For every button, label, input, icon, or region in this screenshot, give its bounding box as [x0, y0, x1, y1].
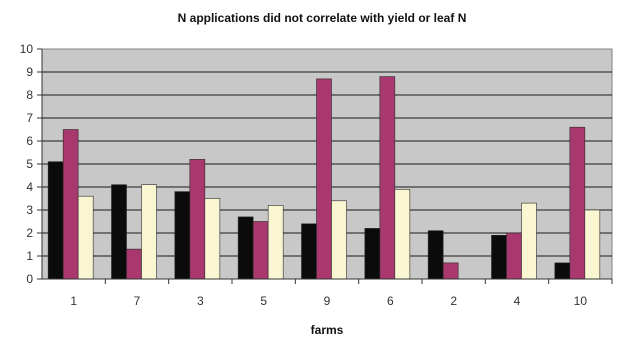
y-tick-label: 5	[26, 157, 33, 171]
bar	[491, 235, 507, 280]
bar	[174, 191, 191, 280]
bar	[77, 195, 94, 280]
y-tick-label: 2	[26, 226, 33, 240]
y-tick-label: 6	[26, 134, 33, 148]
y-tick-label: 9	[26, 65, 33, 79]
bar	[394, 189, 411, 280]
y-tick-label: 3	[26, 203, 33, 217]
bar	[331, 200, 347, 280]
bar	[442, 262, 459, 280]
bar	[126, 248, 142, 280]
bar	[569, 126, 586, 280]
bar	[267, 205, 284, 280]
bar	[554, 262, 571, 280]
bars	[47, 76, 601, 280]
y-tick-label: 1	[26, 249, 33, 263]
bar	[62, 129, 79, 280]
bar	[427, 230, 444, 280]
bar	[204, 198, 221, 280]
bar	[141, 184, 157, 280]
x-tick-label: 4	[514, 294, 521, 308]
y-tick-label: 8	[26, 88, 33, 102]
bar	[506, 232, 522, 280]
bar	[252, 221, 269, 280]
x-axis-title: farms	[311, 323, 344, 337]
bar	[364, 228, 381, 280]
axes: 0 1 2 3 4 5 6 7 8 9 10 1 7 3 5 9 6 2 4 10	[20, 42, 613, 308]
y-tick-label: 10	[20, 42, 34, 56]
bar	[379, 76, 396, 280]
x-tick-label: 7	[134, 294, 141, 308]
bar	[189, 159, 206, 280]
bar	[584, 209, 601, 280]
bar	[521, 202, 537, 280]
bar	[111, 184, 127, 280]
bar	[301, 223, 317, 280]
bar	[47, 161, 64, 280]
x-tick-label: 1	[70, 294, 77, 308]
y-tick-label: 4	[26, 180, 33, 194]
x-tick-label: 10	[574, 294, 588, 308]
x-tick-label: 9	[324, 294, 331, 308]
y-tick-label: 0	[26, 272, 33, 286]
x-tick-label: 2	[450, 294, 457, 308]
bar	[316, 78, 332, 280]
y-tick-label: 7	[26, 111, 33, 125]
chart-title: N applications did not correlate with yi…	[178, 11, 467, 25]
x-tick-label: 6	[387, 294, 394, 308]
x-tick-label: 3	[197, 294, 204, 308]
x-tick-label: 5	[260, 294, 267, 308]
bar	[237, 216, 254, 280]
